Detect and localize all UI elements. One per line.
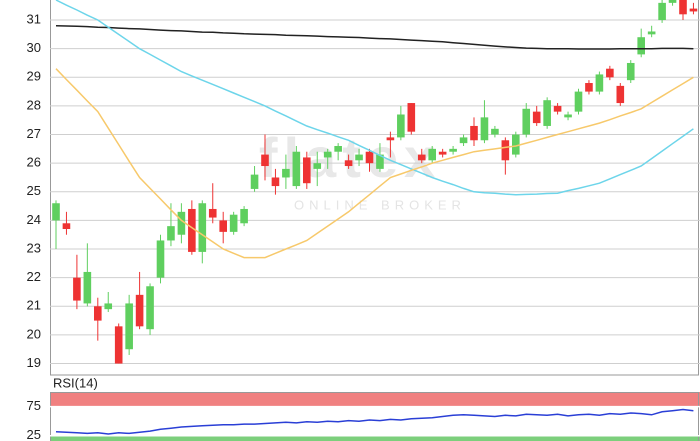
candle-body xyxy=(83,271,92,304)
y-tick-label: 25 xyxy=(27,183,41,198)
candle-body xyxy=(637,37,645,55)
candle-body xyxy=(417,154,426,161)
candle-body xyxy=(376,154,384,169)
candle-body xyxy=(668,0,677,3)
candle-body xyxy=(574,91,583,112)
y-tick-label: 19 xyxy=(27,355,41,370)
candle-body xyxy=(616,85,625,104)
candle-body xyxy=(104,303,113,310)
y-tick-label: 21 xyxy=(27,298,41,313)
y-tick-label: 30 xyxy=(27,40,41,55)
watermark-tagline: ONLINE BROKER xyxy=(294,197,466,212)
candle-body xyxy=(344,160,353,167)
candle-body xyxy=(313,163,322,169)
rsi-frame xyxy=(50,392,699,441)
candle-body xyxy=(282,168,290,178)
candle-body xyxy=(334,145,342,152)
y-tick-label: 24 xyxy=(27,212,41,227)
candle-body xyxy=(240,208,248,224)
candle-body xyxy=(689,8,698,12)
candle-body xyxy=(94,306,102,321)
rsi-band xyxy=(50,435,700,441)
candle-body xyxy=(595,74,604,92)
candle-body xyxy=(188,208,196,252)
candle-body xyxy=(397,114,405,138)
candle-body xyxy=(135,294,144,327)
y-tick-label: 22 xyxy=(27,269,41,284)
candle-body xyxy=(585,83,593,92)
candle-body xyxy=(626,62,635,81)
indicator-line xyxy=(55,0,694,196)
candle-body xyxy=(449,148,457,152)
indicator-line xyxy=(55,68,694,259)
y-tick-label: 20 xyxy=(27,326,41,341)
candle-body xyxy=(606,68,614,78)
candle-body xyxy=(62,223,71,230)
candle-body xyxy=(52,203,60,221)
candle-body xyxy=(386,137,395,141)
rsi-band xyxy=(50,392,700,407)
candle-body xyxy=(114,326,123,364)
candle-body xyxy=(219,220,227,232)
rsi-tick-label: 75 xyxy=(27,398,41,413)
candle-body xyxy=(491,128,499,135)
y-tick-label: 27 xyxy=(27,126,41,141)
candle-body xyxy=(208,208,217,218)
candle-body xyxy=(355,154,363,161)
candle-body xyxy=(303,157,311,184)
candle-body xyxy=(229,214,238,232)
candle-body xyxy=(564,114,572,118)
y-tick-label: 29 xyxy=(27,69,41,84)
candle-body xyxy=(647,31,656,35)
candle-body xyxy=(323,151,332,158)
candle-body xyxy=(156,240,165,278)
candle-body xyxy=(167,226,175,241)
candle-body xyxy=(438,151,447,155)
candle-body xyxy=(407,103,416,132)
candle-body xyxy=(501,140,510,161)
indicator-line xyxy=(55,408,694,435)
candle-body xyxy=(679,0,687,15)
indicator-line xyxy=(55,25,694,50)
price-plot xyxy=(50,0,700,365)
candle-body xyxy=(271,177,280,187)
candle-body xyxy=(73,277,81,301)
y-tick-label: 26 xyxy=(27,155,41,170)
candle-body xyxy=(658,2,666,21)
candle-body xyxy=(261,154,269,167)
candle-body xyxy=(428,148,436,161)
y-tick-label: 23 xyxy=(27,240,41,255)
plot-frame xyxy=(50,0,699,376)
candle-body xyxy=(480,117,489,141)
rsi-plot xyxy=(50,392,700,441)
rsi-tick-label: 25 xyxy=(27,427,41,441)
y-tick-label: 31 xyxy=(27,11,41,26)
candle-body xyxy=(250,174,259,189)
rsi-title: RSI(14) xyxy=(53,375,98,390)
candle-body xyxy=(459,137,468,144)
candle-body xyxy=(532,111,541,124)
candle-body xyxy=(146,286,154,330)
candle-body xyxy=(512,134,520,155)
candle-body xyxy=(470,125,478,141)
watermark-logo: flatex xyxy=(259,126,441,189)
candle-body xyxy=(365,151,374,164)
candle-body xyxy=(553,105,562,112)
y-tick-label: 28 xyxy=(27,97,41,112)
candle-body xyxy=(125,303,133,350)
candle-body xyxy=(177,211,186,235)
candle-body xyxy=(198,203,207,252)
candle-body xyxy=(543,100,551,126)
candle-body xyxy=(522,108,531,135)
candle-body xyxy=(292,151,301,187)
